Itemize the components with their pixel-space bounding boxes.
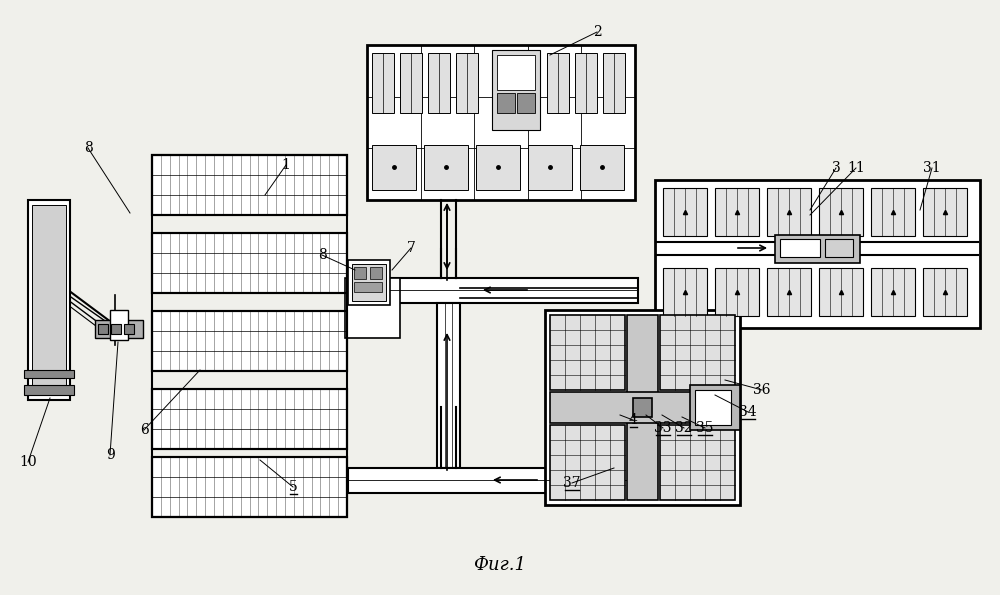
Bar (627, 315, 658, 500)
Bar (24, 385, 74, 395)
Text: 5: 5 (289, 480, 297, 494)
Bar (575, 53, 597, 113)
Bar (871, 188, 915, 236)
Bar (456, 53, 478, 113)
Text: 1: 1 (282, 158, 290, 172)
Bar (550, 425, 625, 500)
Bar (819, 268, 863, 316)
Bar (352, 264, 386, 301)
Bar (663, 268, 707, 316)
Bar (372, 145, 416, 190)
Bar (367, 45, 635, 200)
Bar (663, 188, 707, 236)
Bar (492, 50, 540, 130)
Bar (95, 320, 143, 338)
Bar (476, 145, 520, 190)
Bar (24, 370, 74, 378)
Bar (152, 311, 347, 371)
Bar (825, 239, 853, 257)
Bar (550, 392, 735, 423)
Bar (348, 260, 390, 305)
Bar (152, 457, 347, 517)
Bar (152, 389, 347, 449)
Bar (660, 315, 735, 390)
Bar (603, 53, 625, 113)
Bar (111, 324, 121, 334)
Bar (152, 155, 347, 215)
Bar (547, 53, 569, 113)
Text: 9: 9 (106, 448, 114, 462)
Bar (152, 389, 347, 449)
Bar (428, 53, 450, 113)
Bar (550, 315, 625, 390)
Bar (345, 278, 400, 338)
Bar (775, 235, 860, 263)
Bar (152, 233, 347, 293)
Bar (32, 205, 66, 390)
Text: 34: 34 (739, 405, 757, 419)
Bar (497, 55, 535, 90)
Bar (517, 93, 535, 113)
Bar (348, 278, 638, 303)
Bar (400, 53, 422, 113)
Bar (98, 324, 108, 334)
Bar (695, 390, 731, 425)
Bar (655, 180, 980, 328)
Bar (780, 239, 820, 257)
Bar (152, 457, 347, 517)
Text: 35: 35 (696, 421, 714, 435)
Bar (354, 267, 366, 279)
Bar (715, 188, 759, 236)
Text: 37: 37 (563, 476, 581, 490)
Bar (110, 310, 128, 340)
Bar (152, 311, 347, 371)
Bar (633, 398, 652, 417)
Bar (819, 188, 863, 236)
Bar (152, 155, 347, 517)
Text: 4: 4 (629, 413, 637, 427)
Text: 8: 8 (84, 141, 92, 155)
Bar (370, 267, 382, 279)
Bar (923, 268, 967, 316)
Text: 7: 7 (407, 241, 415, 255)
Bar (124, 324, 134, 334)
Bar (580, 145, 624, 190)
Bar (152, 155, 347, 215)
Bar (871, 268, 915, 316)
Bar (152, 233, 347, 293)
Text: 2: 2 (593, 25, 601, 39)
Bar (690, 385, 740, 430)
Text: 32: 32 (675, 421, 693, 435)
Text: 31: 31 (923, 161, 941, 175)
Bar (767, 268, 811, 316)
Text: 11: 11 (847, 161, 865, 175)
Bar (372, 53, 394, 113)
Text: 8: 8 (318, 248, 326, 262)
Bar (660, 425, 735, 500)
Text: 36: 36 (753, 383, 771, 397)
Bar (354, 282, 382, 292)
Bar (28, 200, 70, 400)
Bar (437, 303, 460, 468)
Bar (767, 188, 811, 236)
Text: 3: 3 (832, 161, 840, 175)
Bar (923, 188, 967, 236)
Bar (528, 145, 572, 190)
Bar (497, 93, 515, 113)
Bar (545, 310, 740, 505)
Text: 33: 33 (654, 421, 672, 435)
Bar (715, 268, 759, 316)
Text: 6: 6 (140, 423, 148, 437)
Text: 10: 10 (19, 455, 37, 469)
Text: Фиг.1: Фиг.1 (474, 556, 526, 574)
Bar (424, 145, 468, 190)
Bar (348, 468, 638, 493)
